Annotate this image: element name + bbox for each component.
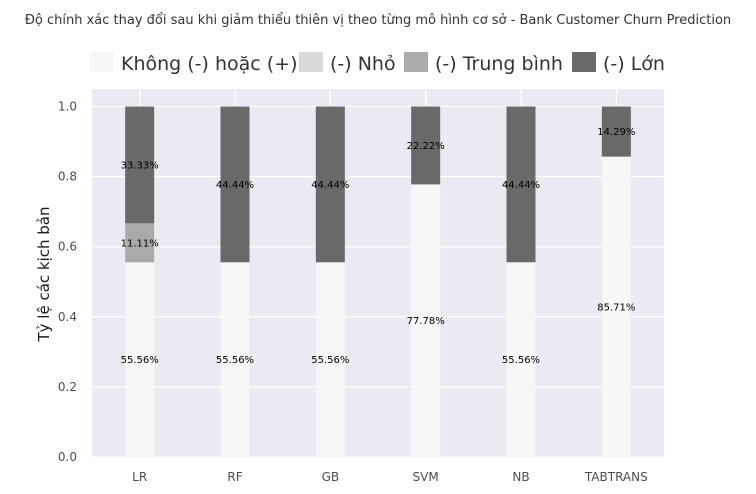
chart-title: Độ chính xác thay đổi sau khi giảm thiểu… bbox=[25, 13, 731, 28]
bar-segment bbox=[506, 262, 536, 457]
x-ticks: LR RF GB SVM NB TABTRANS bbox=[132, 470, 648, 484]
x-tick-label: RF bbox=[227, 470, 242, 484]
legend-label: (-) Lớn bbox=[603, 53, 665, 75]
legend-item: (-) Nhỏ bbox=[299, 52, 396, 75]
bar-segment bbox=[315, 106, 345, 263]
data-label: 11.11% bbox=[121, 238, 159, 249]
y-tick-label: 0.4 bbox=[58, 310, 77, 324]
legend-item: (-) Trung bình bbox=[404, 52, 563, 75]
bar-segment bbox=[125, 223, 155, 263]
data-label: 44.44% bbox=[216, 180, 254, 191]
data-label: 22.22% bbox=[407, 141, 445, 152]
y-ticks: 0.0 0.2 0.4 0.6 0.8 1.0 bbox=[58, 100, 77, 464]
data-label: 44.44% bbox=[502, 180, 540, 191]
x-tick-label: LR bbox=[132, 470, 147, 484]
legend-swatch bbox=[90, 52, 114, 72]
data-labels: 55.56% 11.11% 33.33% 55.56% 44.44% 55.56% 44.4… bbox=[121, 127, 636, 366]
bar-segment bbox=[506, 106, 536, 263]
data-label: 77.78% bbox=[407, 316, 445, 327]
data-label: 44.44% bbox=[311, 180, 349, 191]
legend: Không (-) hoặc (+) (-) Nhỏ (-) Trung bình (… bbox=[90, 52, 665, 75]
bar-segment bbox=[220, 262, 250, 457]
x-tick-label: SVM bbox=[413, 470, 439, 484]
data-label: 55.56% bbox=[121, 355, 159, 366]
legend-label: Không (-) hoặc (+) bbox=[121, 53, 298, 75]
data-label: 85.71% bbox=[597, 302, 635, 313]
legend-swatch bbox=[404, 52, 428, 72]
bar-segment bbox=[125, 262, 155, 457]
data-label: 33.33% bbox=[121, 160, 159, 171]
legend-item: (-) Lớn bbox=[572, 52, 665, 75]
data-label: 55.56% bbox=[311, 355, 349, 366]
legend-label: (-) Trung bình bbox=[435, 53, 563, 75]
x-tick-label: GB bbox=[322, 470, 340, 484]
legend-label: (-) Nhỏ bbox=[330, 53, 396, 75]
bar-segment bbox=[411, 106, 441, 185]
y-axis-label: Tỷ lệ các kịch bản bbox=[35, 206, 53, 342]
legend-swatch bbox=[572, 52, 596, 72]
bar-segment bbox=[411, 184, 441, 458]
bar-segment bbox=[601, 156, 631, 457]
x-tick-label: NB bbox=[512, 470, 529, 484]
y-tick-label: 0.8 bbox=[58, 170, 77, 184]
y-tick-label: 0.2 bbox=[58, 380, 77, 394]
x-tick-label: TABTRANS bbox=[584, 470, 648, 484]
legend-swatch bbox=[299, 52, 323, 72]
y-tick-label: 1.0 bbox=[58, 100, 77, 114]
bar-segment bbox=[315, 262, 345, 457]
plot-area bbox=[92, 89, 664, 457]
data-label: 55.56% bbox=[502, 355, 540, 366]
bar-segment bbox=[601, 106, 631, 157]
bar-segment bbox=[220, 106, 250, 263]
bar-segment bbox=[125, 106, 155, 224]
data-label: 14.29% bbox=[597, 127, 635, 138]
y-tick-label: 0.6 bbox=[58, 240, 77, 254]
bars bbox=[125, 106, 631, 458]
y-tick-label: 0.0 bbox=[58, 450, 77, 464]
data-label: 55.56% bbox=[216, 355, 254, 366]
legend-item: Không (-) hoặc (+) bbox=[90, 52, 298, 75]
